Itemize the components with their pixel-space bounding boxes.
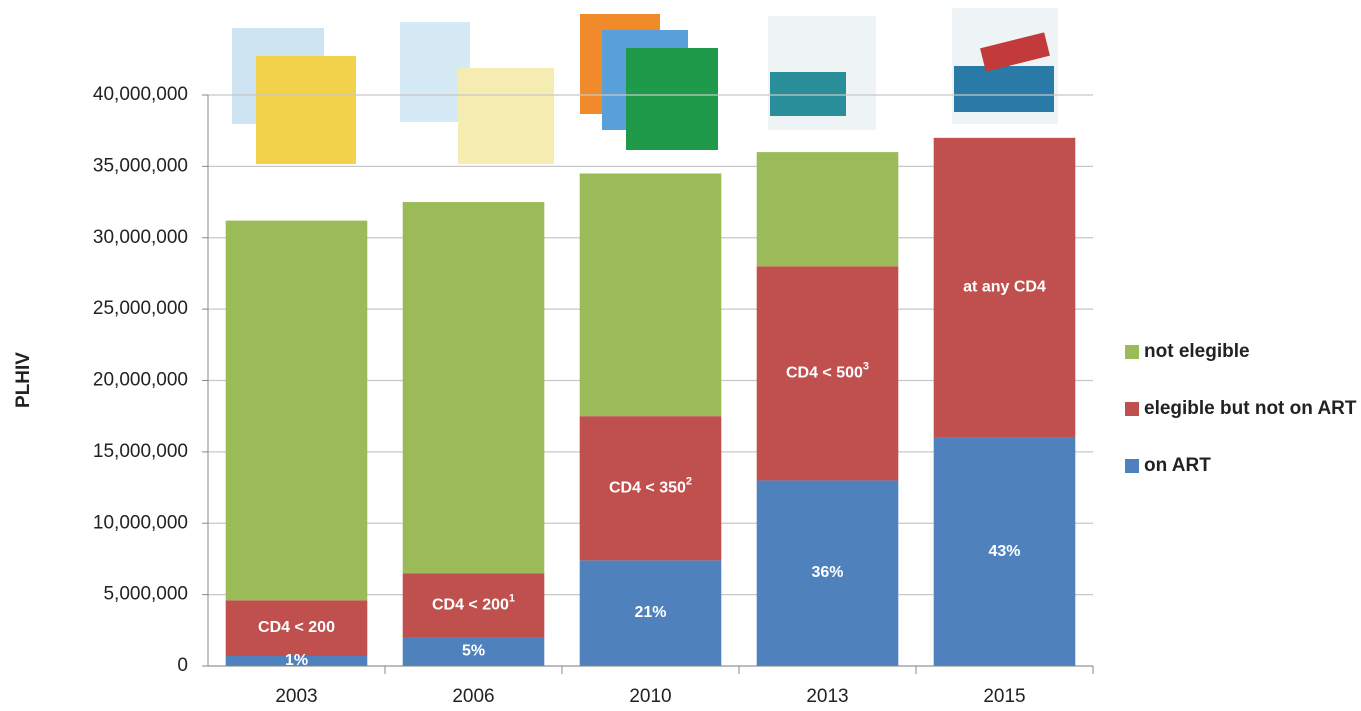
guideline-covers xyxy=(232,8,1058,164)
y-tick-label: 30,000,000 xyxy=(93,227,188,248)
annotation-text: at any CD4 xyxy=(963,279,1046,296)
bar-segment xyxy=(933,437,1076,666)
bar-annotation: CD4 < 3502 xyxy=(609,475,692,496)
annotation-sup: 1 xyxy=(509,592,515,604)
annotation-text: CD4 < 350 xyxy=(609,479,686,496)
bar-segment xyxy=(225,656,368,666)
annotation-text: 43% xyxy=(988,543,1020,560)
bar-segment xyxy=(579,416,722,561)
annotation-sup: 2 xyxy=(686,475,692,487)
x-tick-label: 2003 xyxy=(275,686,317,707)
cover xyxy=(626,48,718,150)
x-tick-label: 2015 xyxy=(983,686,1025,707)
annotation-text: CD4 < 200 xyxy=(432,597,509,614)
bar-segment xyxy=(756,152,899,267)
bar-annotation: 1% xyxy=(285,652,308,669)
bar-segment xyxy=(402,637,545,666)
bar-segment xyxy=(756,266,899,481)
y-tick-label: 10,000,000 xyxy=(93,512,188,533)
y-tick-label: 35,000,000 xyxy=(93,155,188,176)
annotation-text: CD4 < 200 xyxy=(258,619,335,636)
cover xyxy=(770,72,846,116)
bar-annotation: CD4 < 5003 xyxy=(786,360,869,381)
bar-segment xyxy=(402,202,545,574)
y-tick-label: 0 xyxy=(177,655,188,676)
bar-annotation: 21% xyxy=(634,604,666,621)
bar-segment xyxy=(402,573,545,638)
legend-swatch xyxy=(1125,402,1139,416)
bar-segment xyxy=(579,560,722,666)
annotation-text: 5% xyxy=(462,643,485,660)
annotation-text: 1% xyxy=(285,652,308,669)
annotation-text: CD4 < 500 xyxy=(786,365,863,382)
legend-swatch xyxy=(1125,345,1139,359)
bar-annotation: CD4 < 2001 xyxy=(432,592,515,613)
y-tick-label: 15,000,000 xyxy=(93,441,188,462)
cover xyxy=(954,66,1054,112)
cover-stamp xyxy=(980,32,1050,72)
bar-annotation: CD4 < 200 xyxy=(258,619,335,636)
y-tick-label: 25,000,000 xyxy=(93,298,188,319)
annotation-text: 21% xyxy=(634,604,666,621)
x-tick-label: 2006 xyxy=(452,686,494,707)
x-tick-label: 2010 xyxy=(629,686,671,707)
cover xyxy=(256,56,356,164)
legend-label: not elegible xyxy=(1144,341,1250,362)
bar-annotation: 5% xyxy=(462,643,485,660)
bar-annotation: 36% xyxy=(811,564,843,581)
bar-annotation: at any CD4 xyxy=(963,279,1046,296)
legend-label: on ART xyxy=(1144,455,1211,476)
bar-annotation: 43% xyxy=(988,543,1020,560)
x-tick-label: 2013 xyxy=(806,686,848,707)
bar-segment xyxy=(225,220,368,601)
annotation-sup: 3 xyxy=(863,360,869,372)
y-tick-label: 5,000,000 xyxy=(103,584,188,605)
bar-segment xyxy=(579,173,722,417)
bar-segment xyxy=(933,137,1076,438)
bar-segment xyxy=(225,600,368,657)
legend-label: elegible but not on ART xyxy=(1144,398,1357,419)
y-tick-label: 20,000,000 xyxy=(93,370,188,391)
bar-segment xyxy=(756,480,899,666)
y-tick-label: 40,000,000 xyxy=(93,84,188,105)
y-axis-label: PLHIV xyxy=(13,352,34,408)
cover xyxy=(458,68,554,164)
legend-swatch xyxy=(1125,459,1139,473)
annotation-text: 36% xyxy=(811,564,843,581)
